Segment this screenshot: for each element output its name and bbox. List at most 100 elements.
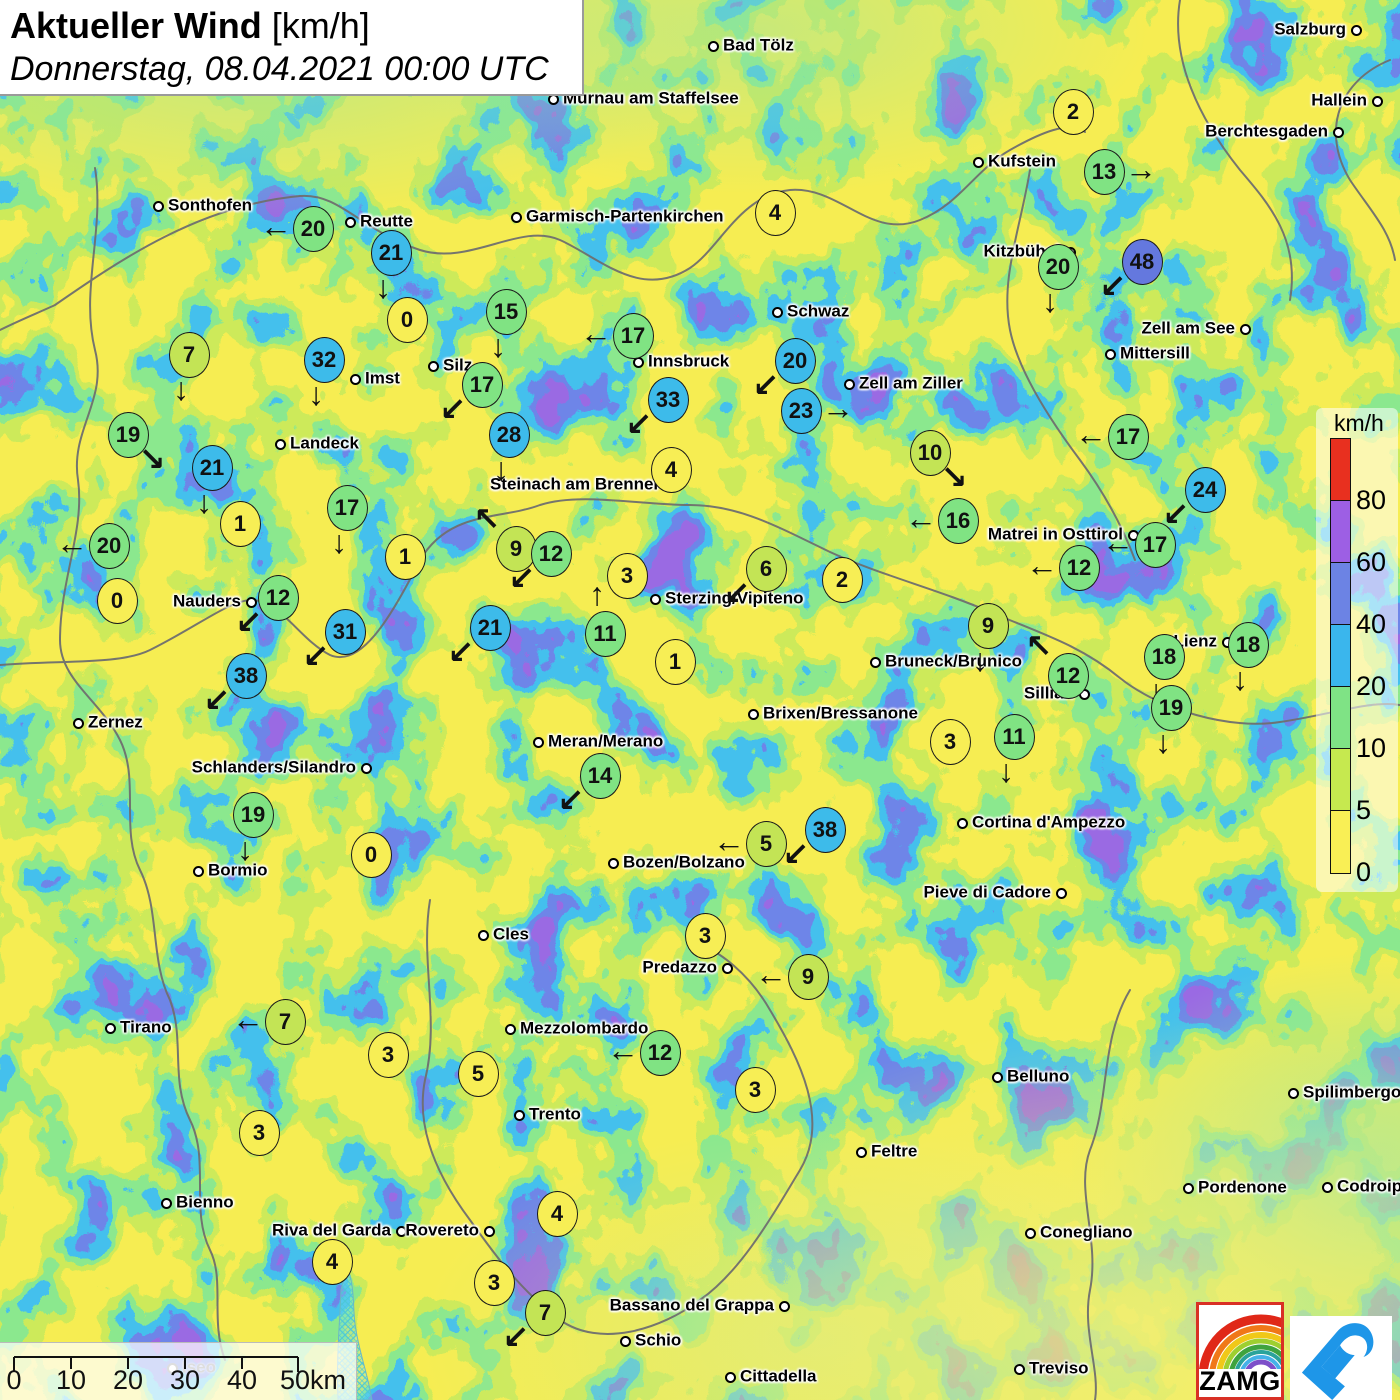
wind-direction-arrow: ↙: [557, 781, 585, 818]
wind-station-marker: 17: [1134, 522, 1176, 568]
wind-speed-value: 0: [364, 842, 378, 867]
wind-station-marker: 24: [1184, 467, 1226, 513]
wind-direction-arrow: ↑: [589, 576, 605, 612]
map-scale-bar: 0 10 20 30 40 50km: [0, 1342, 357, 1400]
wind-speed-value: 9: [509, 536, 523, 561]
scalebar-label: 50km: [279, 1365, 347, 1395]
legend-color-segment: [1331, 439, 1350, 501]
legend-color-segment: [1331, 563, 1350, 625]
wind-direction-arrow: ↖: [473, 501, 501, 538]
wind-speed-value: 21: [378, 240, 404, 265]
city-label: Predazzo: [642, 957, 717, 977]
wind-speed-value: 20: [96, 533, 122, 558]
wind-direction-arrow: ↓: [173, 371, 189, 407]
wind-station-marker: 3: [606, 553, 648, 599]
city-dot: [1055, 887, 1067, 899]
wind-direction-arrow: ↓: [972, 642, 988, 678]
wind-direction-arrow: →: [822, 390, 854, 426]
city-dot: [778, 1300, 790, 1312]
wind-speed-value: 38: [233, 663, 259, 688]
wind-speed-value: 9: [801, 964, 815, 989]
wind-speed-value: 4: [664, 457, 678, 482]
city-label: Trento: [529, 1104, 581, 1124]
wind-station-marker: 20: [292, 206, 334, 252]
city-label: Kufstein: [988, 151, 1056, 171]
wind-station-marker: 12: [1047, 653, 1089, 699]
blue-mountain-icon: [1301, 1323, 1374, 1400]
city-dot: [619, 1335, 631, 1347]
partner-logo: [1290, 1316, 1392, 1400]
wind-direction-arrow: ↙: [723, 574, 751, 611]
wind-station-marker: 3: [734, 1067, 776, 1113]
wind-station-marker: 5: [457, 1051, 499, 1097]
wind-speed-value: 31: [332, 619, 358, 644]
city-dot: [192, 865, 204, 877]
city-label: Cortina d'Ampezzo: [972, 812, 1126, 832]
wind-speed-value: 4: [768, 200, 782, 225]
wind-station-marker: 3: [238, 1110, 280, 1156]
wind-station-marker: 2: [1052, 89, 1094, 135]
city-dot: [869, 656, 881, 668]
map-title: Aktueller Wind: [10, 5, 262, 46]
scalebar-label: 30: [169, 1365, 201, 1395]
city-dot: [1371, 95, 1383, 107]
city-dot: [510, 211, 522, 223]
wind-direction-arrow: ↙: [508, 559, 536, 596]
legend-tick-label: 5: [1356, 795, 1372, 825]
wind-direction-arrow: ↙: [752, 366, 780, 403]
wind-station-marker: 16: [937, 498, 979, 544]
legend-color-segment: [1331, 749, 1350, 811]
wind-speed-value: 20: [782, 348, 808, 373]
wind-speed-value: 18: [1235, 632, 1261, 657]
wind-direction-arrow: ←: [56, 525, 88, 561]
wind-station-marker: 7: [524, 1290, 566, 1336]
wind-speed-value: 14: [587, 763, 613, 788]
wind-speed-value: 48: [1129, 249, 1155, 274]
wind-speed-value: 3: [381, 1042, 395, 1067]
wind-speed-value: 21: [477, 615, 503, 640]
wind-direction-arrow: ↓: [1042, 283, 1058, 319]
city-dot: [344, 216, 356, 228]
city-label: Landeck: [290, 433, 359, 453]
wind-speed-value: 19: [115, 422, 141, 447]
city-label: Riva del Garda: [271, 1220, 391, 1240]
city-label: Schlanders/Silandro: [191, 757, 356, 777]
legend-title: km/h: [1334, 410, 1384, 436]
wind-speed-value: 15: [493, 299, 519, 324]
legend-color-bar: [1330, 438, 1351, 874]
wind-station-marker: 38: [804, 807, 846, 853]
wind-station-marker: 12: [1058, 545, 1100, 591]
wind-speed-value: 3: [698, 923, 712, 948]
city-dot: [360, 762, 372, 774]
legend-color-segment: [1331, 811, 1350, 873]
wind-station-marker: 31: [324, 609, 366, 655]
zamg-wordmark: ZAMG: [1199, 1366, 1281, 1396]
wind-direction-arrow: ←: [607, 1032, 639, 1068]
wind-direction-arrow: ↙: [1099, 267, 1127, 304]
city-dot: [349, 373, 361, 385]
wind-station-marker: 2: [821, 557, 863, 603]
city-label: Salzburg: [1274, 19, 1346, 39]
city-dot: [1024, 1227, 1036, 1239]
city-dot: [1321, 1181, 1333, 1193]
wind-direction-arrow: ↓: [1232, 661, 1248, 697]
city-label: Reutte: [360, 211, 413, 231]
wind-direction-arrow: →: [1125, 151, 1157, 187]
wind-direction-arrow: ↓: [998, 753, 1014, 789]
legend-tick-label: 40: [1356, 609, 1387, 639]
legend-color-segment: [1331, 625, 1350, 687]
city-label: Codroipo: [1337, 1176, 1400, 1196]
city-label: Murnau am Staffelsee: [563, 88, 739, 108]
wind-station-marker: 5: [745, 821, 787, 867]
city-dot: [1287, 1087, 1299, 1099]
wind-station-marker: 4: [650, 447, 692, 493]
wind-station-marker: 12: [257, 575, 299, 621]
wind-station-marker: 9: [787, 954, 829, 1000]
wind-speed-value: 12: [1055, 663, 1081, 688]
wind-station-marker: 21: [469, 605, 511, 651]
wind-direction-arrow: ↓: [308, 376, 324, 412]
wind-speed-legend: km/h 80 60 40 20 10 5 0: [1316, 408, 1398, 892]
wind-speed-value: 17: [469, 372, 495, 397]
city-dot: [855, 1146, 867, 1158]
